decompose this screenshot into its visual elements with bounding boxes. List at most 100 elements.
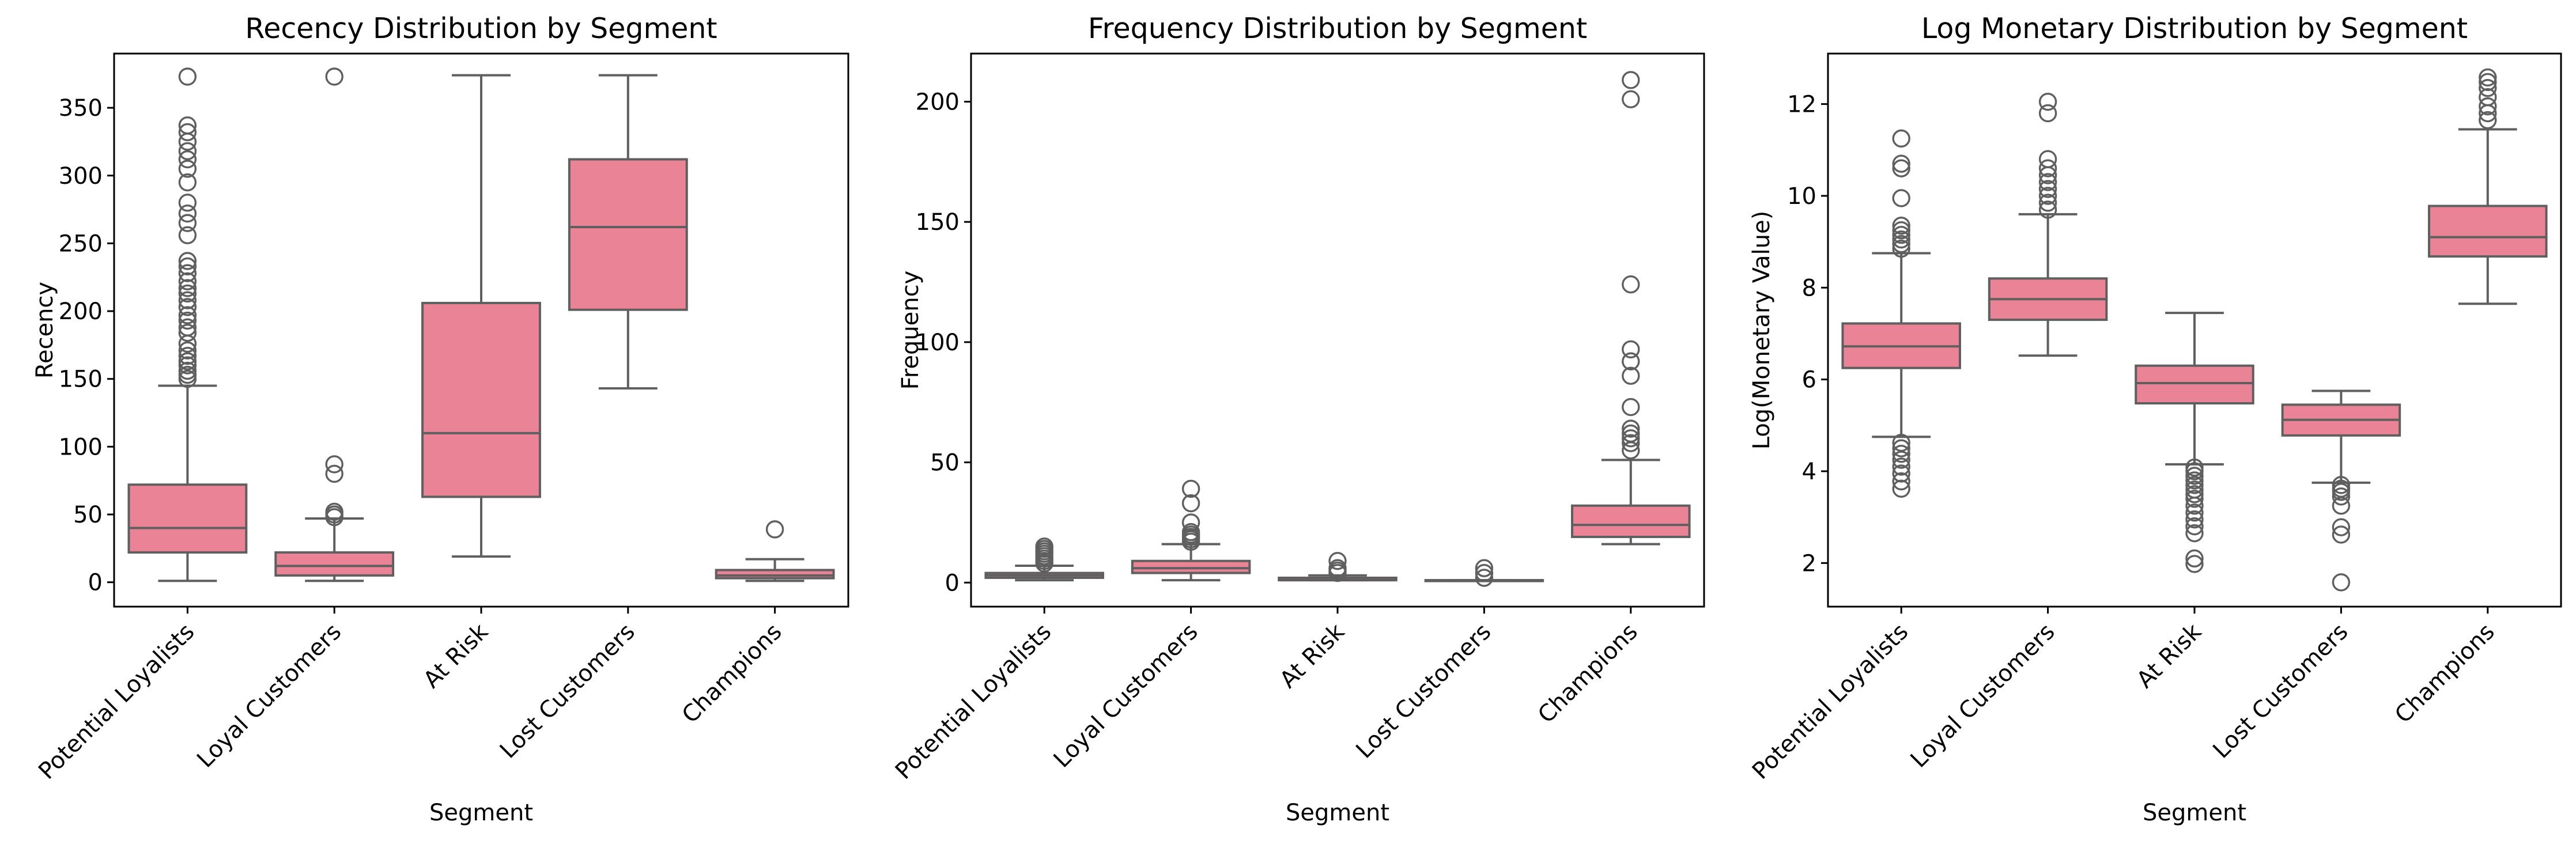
outlier-point — [1892, 217, 1910, 235]
outlier-point — [1475, 569, 1494, 587]
outlier-point — [178, 352, 197, 370]
outlier-point — [325, 502, 343, 521]
outlier-point — [178, 116, 197, 135]
y-tick-label: 12 — [1787, 92, 1816, 118]
outlier-point — [1622, 366, 1640, 385]
outlier-point — [1622, 419, 1640, 438]
outlier-point — [765, 520, 784, 539]
outlier-point — [1181, 523, 1200, 542]
box-loyal-customers — [1131, 479, 1251, 582]
y-tick-label: 100 — [59, 434, 103, 460]
y-tick-label: 250 — [59, 230, 103, 257]
box-at-risk — [2135, 312, 2254, 573]
outlier-point — [2038, 200, 2057, 219]
outlier-point — [178, 298, 197, 316]
x-tick-label: At Risk — [418, 618, 494, 694]
iqr-box — [1131, 559, 1251, 574]
outlier-point — [1181, 479, 1200, 498]
outlier-point — [178, 214, 197, 232]
box-at-risk — [421, 74, 541, 558]
iqr-box — [1571, 504, 1691, 538]
outlier-point — [178, 291, 197, 309]
outlier-point — [178, 142, 197, 161]
y-tick-label: 4 — [1802, 459, 1816, 485]
box-champions — [715, 520, 835, 582]
outlier-point — [325, 464, 343, 483]
x-tick-label: Potential Loyalists — [33, 619, 199, 785]
y-tick-label: 350 — [59, 95, 103, 122]
outlier-point — [178, 67, 197, 86]
box-at-risk — [1278, 551, 1397, 582]
outlier-point — [325, 455, 343, 474]
outlier-point — [178, 272, 197, 290]
outlier-point — [2038, 173, 2057, 191]
y-axis-label: Recency — [32, 282, 58, 379]
outlier-point — [2185, 480, 2204, 499]
box-potential-loyalists — [1841, 129, 1961, 498]
x-tick-label: Champions — [677, 619, 787, 729]
outlier-point — [178, 194, 197, 212]
x-tick-label: At Risk — [2132, 618, 2207, 694]
outlier-point — [1892, 472, 1910, 491]
outlier-point — [178, 226, 197, 244]
outlier-point — [1892, 225, 1910, 244]
outlier-point — [2038, 180, 2057, 198]
outlier-point — [2185, 471, 2204, 490]
outlier-point — [2479, 88, 2497, 107]
y-tick-label: 10 — [1787, 183, 1816, 210]
outlier-point — [1622, 424, 1640, 443]
y-tick-label: 150 — [916, 209, 960, 236]
iqr-box — [274, 551, 395, 577]
iqr-box — [2428, 205, 2548, 258]
outlier-point — [2038, 92, 2057, 111]
x-tick-label: Loyal Customers — [192, 619, 346, 773]
axes-frame — [1827, 52, 2562, 608]
outlier-point — [178, 324, 197, 342]
y-tick-label: 300 — [59, 163, 103, 190]
box-loyal-customers — [1988, 92, 2108, 357]
x-tick-label: Potential Loyalists — [890, 619, 1056, 785]
chart-title: Frequency Distribution by Segment — [1088, 12, 1587, 45]
outlier-point — [2185, 485, 2204, 504]
box-lost-customers — [568, 74, 688, 390]
outlier-point — [178, 279, 197, 297]
outlier-point — [1622, 429, 1640, 448]
outlier-point — [178, 204, 197, 223]
x-tick-label: Champions — [1533, 619, 1643, 729]
y-tick-label: 50 — [73, 502, 103, 528]
box-potential-loyalists — [127, 67, 248, 582]
outlier-point — [2479, 68, 2497, 87]
outlier-point — [1892, 230, 1910, 249]
iqr-box — [715, 569, 835, 580]
y-axis-label: Log(Monetary Value) — [1748, 211, 1775, 449]
chart-panel-3: Log Monetary Distribution by Segment 2 4 6 8… — [1747, 12, 2562, 826]
outlier-point — [2185, 458, 2204, 477]
y-tick-label: 100 — [916, 330, 960, 356]
outlier-point — [178, 264, 197, 282]
outlier-point — [1475, 559, 1494, 577]
outlier-point — [1622, 275, 1640, 294]
x-tick-label: Lost Customers — [495, 619, 640, 764]
y-tick-label: 50 — [930, 450, 960, 476]
outlier-point — [1622, 352, 1640, 370]
chart-panel-2: Frequency Distribution by Segment 0 50 100 1… — [890, 12, 1705, 826]
outlier-point — [1892, 445, 1910, 463]
x-axis-label: Segment — [429, 800, 533, 826]
x-axis-label: Segment — [1286, 800, 1389, 826]
outlier-point — [1328, 559, 1347, 577]
box-potential-loyalists — [984, 537, 1104, 582]
iqr-box — [568, 158, 688, 311]
outlier-point — [1892, 479, 1910, 498]
outlier-point — [2332, 525, 2351, 544]
outlier-point — [2038, 187, 2057, 205]
x-tick-label: At Risk — [1275, 618, 1350, 694]
box-loyal-customers — [274, 67, 395, 582]
outlier-point — [2038, 150, 2057, 168]
outlier-point — [2332, 518, 2351, 536]
chart-panel-1: Recency Distribution by Segment 0 50 100 150… — [32, 12, 849, 826]
outlier-point — [1622, 398, 1640, 417]
outlier-point — [1622, 340, 1640, 359]
outlier-point — [1181, 494, 1200, 513]
y-tick-label: 150 — [59, 366, 103, 393]
